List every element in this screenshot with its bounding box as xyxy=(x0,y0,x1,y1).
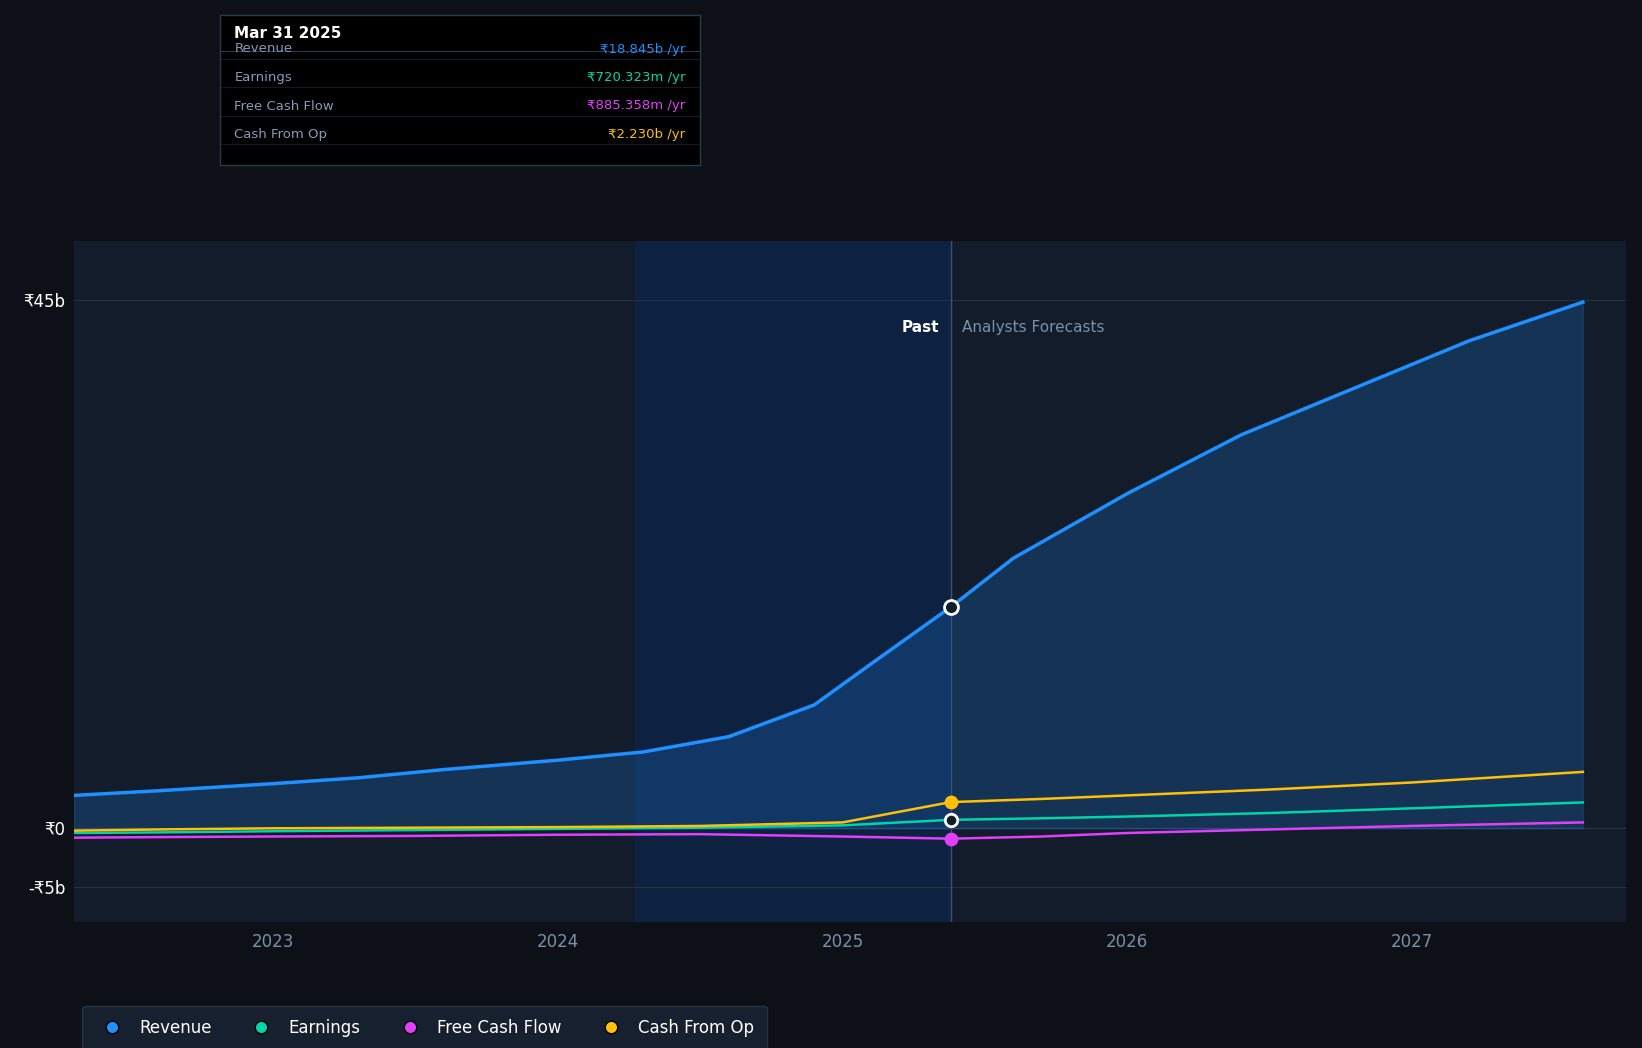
Legend: Revenue, Earnings, Free Cash Flow, Cash From Op: Revenue, Earnings, Free Cash Flow, Cash … xyxy=(82,1005,767,1048)
Point xyxy=(938,793,964,810)
Text: Past: Past xyxy=(901,321,939,335)
Text: ₹2.230b /yr: ₹2.230b /yr xyxy=(609,128,686,141)
Text: Analysts Forecasts: Analysts Forecasts xyxy=(962,321,1105,335)
Point xyxy=(938,830,964,847)
Text: ₹18.845b /yr: ₹18.845b /yr xyxy=(601,43,686,56)
Text: Mar 31 2025: Mar 31 2025 xyxy=(235,25,342,41)
Bar xyxy=(635,241,951,922)
Text: ₹720.323m /yr: ₹720.323m /yr xyxy=(588,71,686,84)
Text: ₹885.358m /yr: ₹885.358m /yr xyxy=(588,100,686,112)
Text: Revenue: Revenue xyxy=(235,43,292,56)
Point xyxy=(938,811,964,828)
Text: Free Cash Flow: Free Cash Flow xyxy=(235,100,335,112)
Text: Earnings: Earnings xyxy=(235,71,292,84)
Point xyxy=(938,598,964,615)
Text: Cash From Op: Cash From Op xyxy=(235,128,327,141)
